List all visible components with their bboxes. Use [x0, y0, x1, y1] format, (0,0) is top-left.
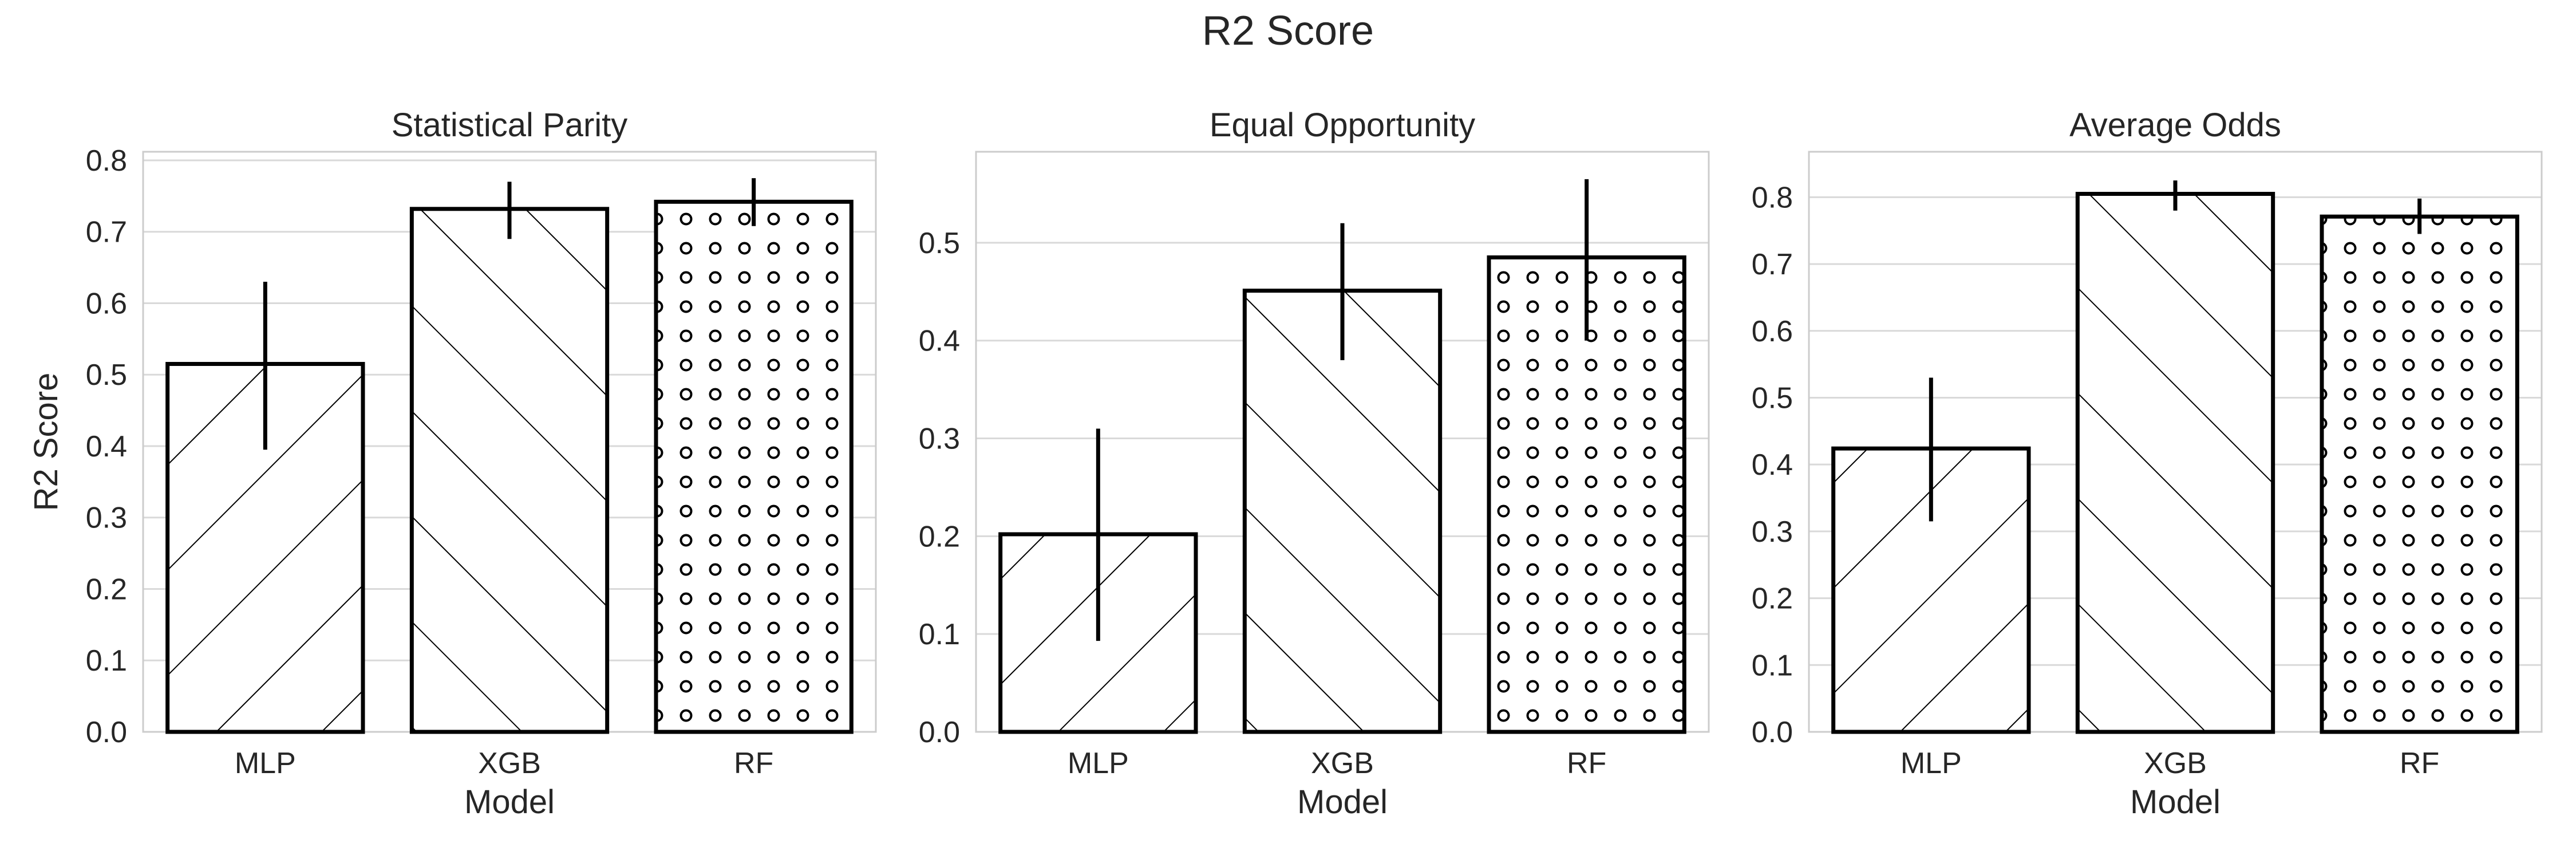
y-tick-label: 0.4: [86, 430, 127, 463]
y-tick-label: 0.2: [919, 520, 960, 553]
panel-title: Equal Opportunity: [1210, 107, 1475, 144]
y-tick-label: 0.1: [1752, 649, 1793, 682]
y-tick-label: 0.5: [919, 227, 960, 260]
panel-title: Statistical Parity: [392, 107, 628, 144]
bar-xgb: [2075, 192, 2275, 734]
y-tick-label: 0.0: [1752, 716, 1793, 749]
y-tick-label: 0.4: [919, 325, 960, 358]
bar-xgb: [409, 207, 610, 734]
panels: 0.0 0.1 0.2 0.3 0.4 0.5 0.6 0.7 0.8 MLP XGB RF Stati…: [27, 107, 2543, 821]
y-tick-label: 0.4: [1752, 448, 1793, 482]
y-tick-label: 0.0: [86, 716, 127, 749]
y-tick-label: 0.7: [86, 216, 127, 249]
figure-title: R2 Score: [1202, 8, 1374, 54]
y-tick-label: 0.3: [919, 423, 960, 456]
bar-rf: [2320, 214, 2519, 734]
x-tick-label: XGB: [2144, 747, 2207, 780]
panel-0: 0.0 0.1 0.2 0.3 0.4 0.5 0.6 0.7 0.8 MLP XGB RF Stati…: [27, 107, 877, 821]
y-tick-label: 0.2: [1752, 582, 1793, 616]
panel-1: 0.0 0.1 0.2 0.3 0.4 0.5 MLP XGB RF Equal Opportun…: [919, 107, 1710, 821]
x-tick-label: XGB: [1311, 747, 1374, 780]
x-tick-label: MLP: [235, 747, 296, 780]
y-tick-label: 0.0: [919, 716, 960, 749]
y-tick-label: 0.5: [86, 358, 127, 392]
x-tick-label: RF: [734, 747, 773, 780]
y-tick-label: 0.6: [86, 287, 127, 320]
x-tick-label: RF: [1567, 747, 1606, 780]
y-tick-label: 0.6: [1752, 315, 1793, 348]
bar-rf: [654, 199, 854, 734]
y-tick-label: 0.8: [86, 144, 127, 178]
y-tick-label: 0.3: [86, 502, 127, 535]
x-tick-label: XGB: [478, 747, 541, 780]
y-tick-label: 0.1: [919, 618, 960, 651]
x-tick-label: RF: [2400, 747, 2439, 780]
panel-2: 0.0 0.1 0.2 0.3 0.4 0.5 0.6 0.7 0.8 MLP XGB RF Avera…: [1752, 107, 2543, 821]
y-tick-label: 0.2: [86, 573, 127, 606]
y-tick-label: 0.5: [1752, 381, 1793, 415]
x-axis-label: Model: [464, 783, 555, 821]
y-tick-label: 0.1: [86, 644, 127, 677]
y-tick-label: 0.8: [1752, 181, 1793, 214]
x-axis-label: Model: [2130, 783, 2221, 821]
x-axis-label: Model: [1297, 783, 1388, 821]
y-tick-label: 0.7: [1752, 248, 1793, 281]
x-tick-label: MLP: [1068, 747, 1129, 780]
panel-title: Average Odds: [2069, 107, 2281, 144]
y-tick-label: 0.3: [1752, 515, 1793, 549]
y-axis-label: R2 Score: [27, 373, 65, 511]
x-tick-label: MLP: [1901, 747, 1962, 780]
bar-xgb: [1242, 289, 1443, 734]
